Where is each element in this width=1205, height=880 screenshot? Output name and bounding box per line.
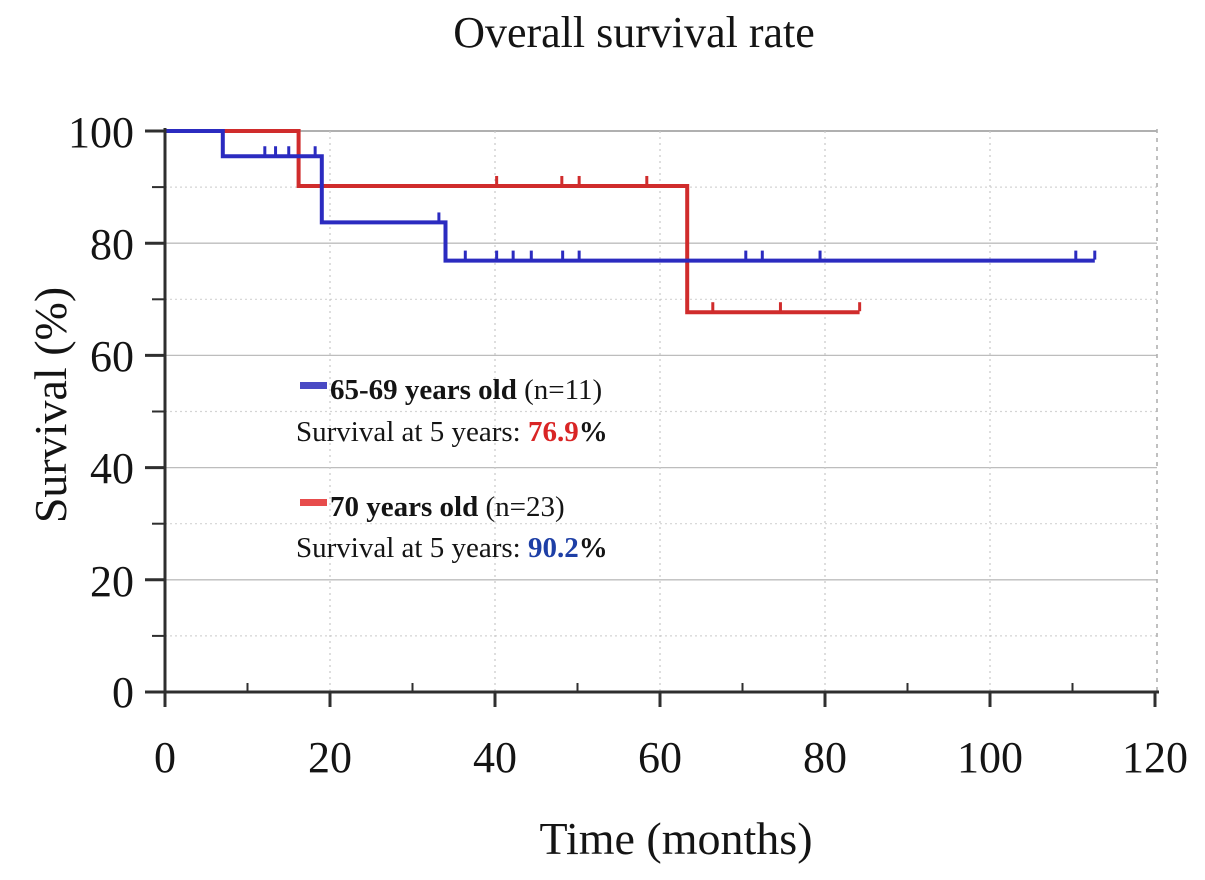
x-tick-label: 0: [154, 733, 176, 782]
x-tick-label: 40: [473, 733, 517, 782]
y-tick-label: 0: [112, 668, 134, 717]
gridlines: [165, 129, 1158, 692]
legend-survival-70: Survival at 5 years: 90.2%: [296, 532, 608, 564]
legend-entry-65-69-label: 65-69 years old (n=11): [330, 374, 602, 406]
legend: 65-69 years old (n=11) Survival at 5 yea…: [296, 374, 608, 564]
survival-curve-70-years-old: [165, 129, 860, 315]
y-tick-label: 80: [90, 220, 134, 269]
x-tick-label: 100: [957, 733, 1023, 782]
y-tick-label: 100: [68, 108, 134, 157]
y-axis-label: Survival (%): [25, 287, 76, 523]
x-tick-label: 20: [308, 733, 352, 782]
x-tick-label: 120: [1122, 733, 1188, 782]
x-tick-label: 60: [638, 733, 682, 782]
survival-curves: [165, 129, 1097, 315]
x-axis-label: Time (months): [539, 813, 812, 864]
y-tick-label: 60: [90, 332, 134, 381]
x-tick-label: 80: [803, 733, 847, 782]
survival-curve-65-69-years-old: [165, 129, 1095, 263]
y-tick-label: 20: [90, 557, 134, 606]
legend-dash-70-icon: [300, 499, 327, 506]
legend-dash-65-69-icon: [300, 382, 327, 389]
axes: [145, 128, 1159, 707]
y-tick-label: 40: [90, 444, 134, 493]
chart-title: Overall survival rate: [453, 8, 815, 57]
legend-survival-65-69: Survival at 5 years: 76.9%: [296, 416, 608, 448]
legend-entry-70-label: 70 years old (n=23): [330, 491, 565, 523]
